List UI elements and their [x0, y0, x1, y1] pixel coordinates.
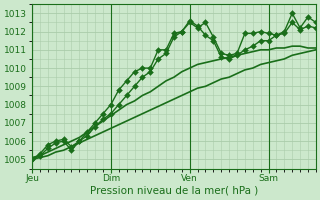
X-axis label: Pression niveau de la mer( hPa ): Pression niveau de la mer( hPa ) — [90, 186, 258, 196]
